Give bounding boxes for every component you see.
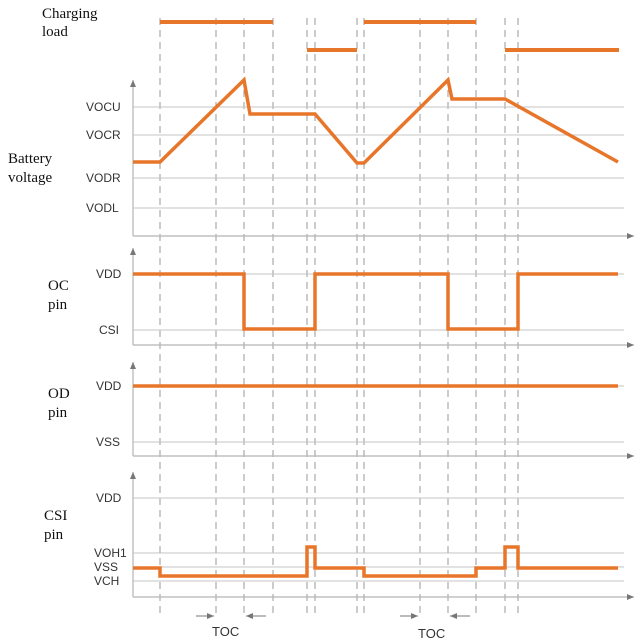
csi-pin-label-line1: CSI bbox=[44, 508, 67, 524]
csi-voh1-label: VOH1 bbox=[94, 546, 127, 560]
oc-pin-label-line2: pin bbox=[48, 297, 68, 313]
csi-pin-label-line2: pin bbox=[44, 527, 64, 543]
od-vdd-label: VDD bbox=[96, 379, 122, 393]
od-vss-label: VSS bbox=[96, 435, 120, 449]
toc-annotation-2: TOC bbox=[400, 613, 470, 641]
battery-voltage-label-line2: voltage bbox=[8, 170, 52, 186]
toc-annotation-1: TOC bbox=[196, 613, 266, 639]
oc-vdd-label: VDD bbox=[96, 267, 122, 281]
vodl-label: VODL bbox=[86, 201, 119, 215]
od-pin-label-line1: OD bbox=[48, 386, 70, 402]
csi-vss-label: VSS bbox=[94, 560, 118, 574]
oc-csi-label: CSI bbox=[99, 323, 119, 337]
battery-voltage-label-line1: Battery bbox=[8, 151, 53, 167]
vodr-label: VODR bbox=[86, 171, 121, 185]
csi-vch-label: VCH bbox=[94, 574, 119, 588]
battery-voltage-waveform bbox=[133, 76, 619, 165]
od-pin-panel: OD pin VDD VSS bbox=[48, 362, 634, 459]
csi-pin-waveform bbox=[133, 545, 618, 578]
timing-markers bbox=[159, 18, 519, 615]
charging-load-panel: Charging load bbox=[42, 6, 619, 52]
csi-pin-panel: CSI pin VDD VOH1 VSS VCH bbox=[44, 472, 634, 600]
vocu-label: VOCU bbox=[86, 100, 121, 114]
od-pin-label-line2: pin bbox=[48, 405, 68, 421]
oc-pin-panel: OC pin VDD CSI bbox=[48, 248, 634, 348]
oc-pin-label-line1: OC bbox=[48, 278, 69, 294]
toc-label: TOC bbox=[212, 624, 239, 639]
vocr-label: VOCR bbox=[86, 128, 121, 142]
battery-voltage-panel: Battery voltage VOCU VOCR VODR VODL bbox=[8, 76, 634, 239]
charging-load-label-line1: Charging bbox=[42, 6, 98, 22]
oc-pin-waveform bbox=[133, 272, 618, 331]
charging-load-label-line2: load bbox=[42, 24, 68, 40]
toc-label: TOC bbox=[418, 626, 445, 641]
csi-vdd-label: VDD bbox=[96, 491, 122, 505]
